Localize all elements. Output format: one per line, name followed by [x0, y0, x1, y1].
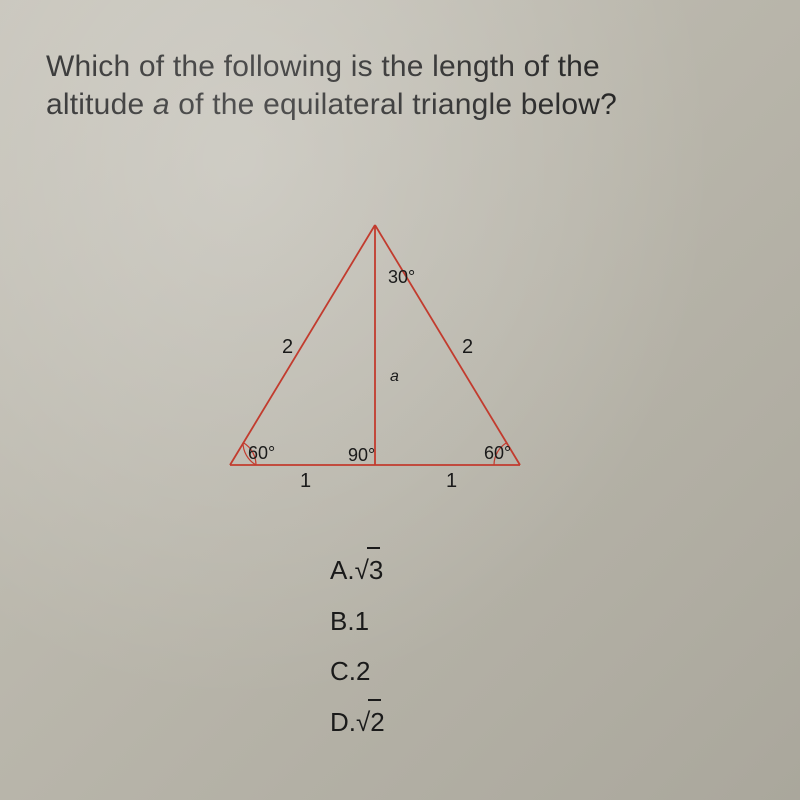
question-text: Which of the following is the length of …: [0, 0, 800, 125]
svg-text:60°: 60°: [484, 443, 511, 463]
svg-text:30°: 30°: [388, 267, 415, 287]
svg-text:1: 1: [446, 470, 457, 492]
answer-a[interactable]: A.√3: [330, 545, 385, 596]
answer-c[interactable]: C.2: [330, 646, 385, 697]
triangle-svg: 30° 60° 60° 90° 2 2 a 1 1: [190, 205, 560, 510]
question-line1: Which of the following is the length of …: [46, 48, 764, 86]
question-line2: altitude a of the equilateral triangle b…: [46, 86, 764, 124]
svg-text:2: 2: [282, 336, 293, 358]
triangle-figure: 30° 60° 60° 90° 2 2 a 1 1: [190, 205, 560, 510]
svg-text:90°: 90°: [348, 445, 375, 465]
answer-d[interactable]: D.√2: [330, 697, 385, 748]
svg-text:60°: 60°: [248, 443, 275, 463]
svg-text:1: 1: [300, 470, 311, 492]
svg-text:a: a: [390, 368, 399, 385]
answer-choices: A.√3 B.1 C.2 D.√2: [330, 545, 385, 748]
answer-b[interactable]: B.1: [330, 596, 385, 647]
svg-text:2: 2: [462, 336, 473, 358]
